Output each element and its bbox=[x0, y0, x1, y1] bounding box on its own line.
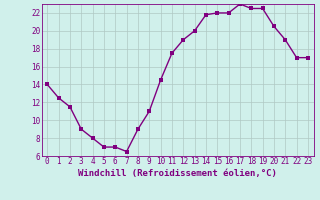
X-axis label: Windchill (Refroidissement éolien,°C): Windchill (Refroidissement éolien,°C) bbox=[78, 169, 277, 178]
